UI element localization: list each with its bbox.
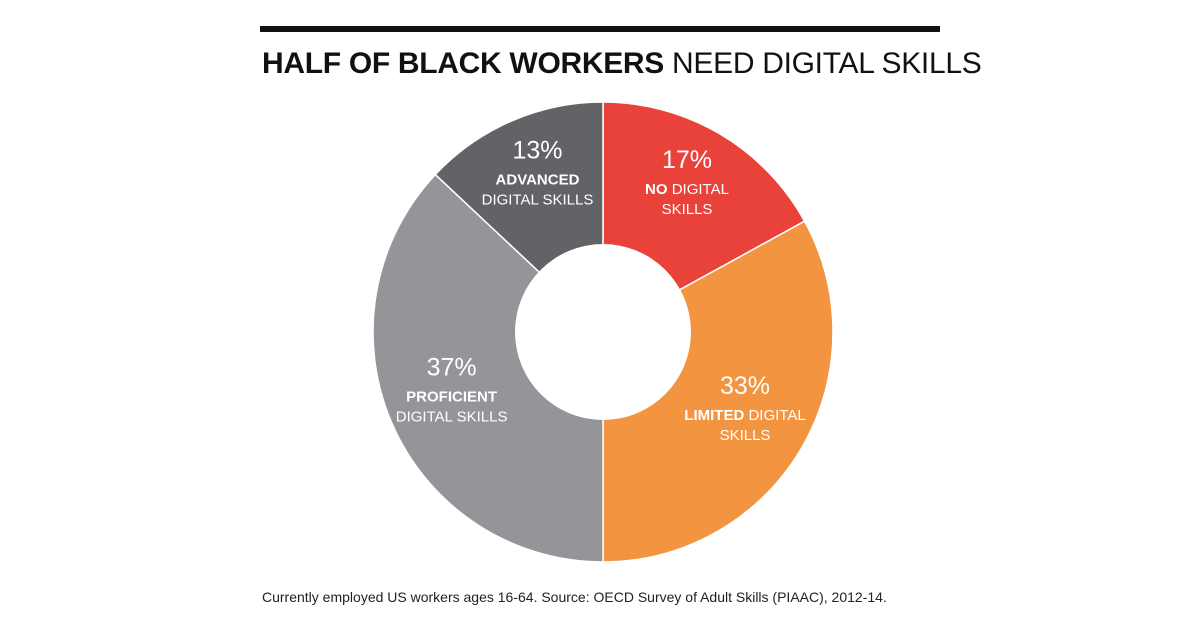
slice-percent-label: 17% bbox=[662, 146, 712, 174]
slice-category-line1: LIMITED DIGITAL bbox=[684, 407, 805, 424]
top-rule bbox=[260, 26, 940, 32]
slice-category-line2: SKILLS bbox=[662, 201, 713, 218]
slice-label-no: 17% NO DIGITAL SKILLS bbox=[645, 146, 729, 218]
slice-label-proficient: 37% PROFICIENT DIGITAL SKILLS bbox=[396, 354, 508, 426]
slice-category-line1: ADVANCED bbox=[496, 172, 580, 189]
slice-category-line1: PROFICIENT bbox=[406, 389, 497, 406]
slice-category-line2: SKILLS bbox=[720, 427, 771, 444]
chart-title-regular: NEED DIGITAL SKILLS bbox=[672, 47, 982, 80]
slice-category-line2: DIGITAL SKILLS bbox=[482, 192, 594, 209]
slice-proficient bbox=[372, 173, 604, 563]
slice-category-line1: NO DIGITAL bbox=[645, 181, 729, 198]
slice-label-advanced: 13% ADVANCED DIGITAL SKILLS bbox=[482, 137, 594, 209]
chart-title-bold: HALF OF BLACK WORKERS bbox=[262, 47, 664, 80]
donut-hole bbox=[515, 244, 691, 420]
labels-layer: 17% NO DIGITAL SKILLS 33% LIMITED DIGITAL SKI… bbox=[396, 137, 806, 444]
slice-percent-label: 33% bbox=[720, 372, 770, 400]
chart-title: HALF OF BLACK WORKERS NEED DIGITAL SKILL… bbox=[262, 44, 982, 84]
source-footnote: Currently employed US workers ages 16-64… bbox=[262, 589, 887, 605]
slice-percent-label: 13% bbox=[512, 137, 562, 165]
slice-label-limited: 33% LIMITED DIGITAL SKILLS bbox=[684, 372, 805, 444]
slice-category-line2: DIGITAL SKILLS bbox=[396, 409, 508, 426]
slice-percent-label: 37% bbox=[427, 354, 477, 382]
